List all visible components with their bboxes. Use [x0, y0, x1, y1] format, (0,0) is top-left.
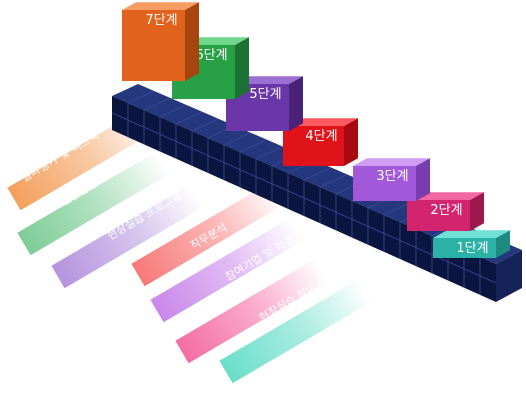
- step-label-3: 3단계: [376, 169, 408, 184]
- step-block-front: [407, 200, 470, 231]
- step-block-front: [433, 238, 496, 258]
- step-block-side: [416, 158, 430, 201]
- step-blocks: 1단계 2단계 3단계 4단계 5단계 6단계 7단계: [122, 2, 510, 258]
- stage-band-4: [131, 181, 285, 287]
- step-label-4: 4단계: [305, 129, 337, 144]
- step-block-side: [470, 192, 484, 231]
- stage-band-1: [219, 278, 373, 384]
- step-block-side: [235, 37, 249, 99]
- step-label-2: 2단계: [430, 203, 462, 218]
- step-block-top: [433, 230, 510, 238]
- step-block-side: [289, 76, 303, 131]
- step-block-top: [353, 158, 430, 166]
- stage-band-2: [175, 258, 329, 364]
- step-block-side: [344, 118, 358, 166]
- stage-band-5: [51, 183, 205, 289]
- stage-band-3: [150, 217, 304, 323]
- step-block-3: 3단계: [353, 158, 430, 201]
- step-label-7: 7단계: [145, 13, 177, 28]
- step-label-6: 6단계: [195, 48, 227, 63]
- step-block-2: 2단계: [407, 192, 484, 231]
- step-block-7: 7단계: [122, 2, 199, 81]
- step-label-1: 1단계: [456, 241, 488, 256]
- rail-end: [496, 250, 522, 302]
- stage-band-6: [17, 150, 171, 256]
- step-block-front: [122, 10, 185, 81]
- step-label-5: 5단계: [249, 87, 281, 102]
- step-block-front: [353, 166, 416, 201]
- step-block-1: 1단계: [433, 230, 510, 258]
- rail-grid: [111, 90, 507, 295]
- step-block-4: 4단계: [283, 118, 358, 166]
- step-block-side: [185, 2, 199, 81]
- step-block-side: [496, 230, 510, 258]
- step-block-top: [122, 2, 199, 10]
- step-block-front: [283, 126, 344, 166]
